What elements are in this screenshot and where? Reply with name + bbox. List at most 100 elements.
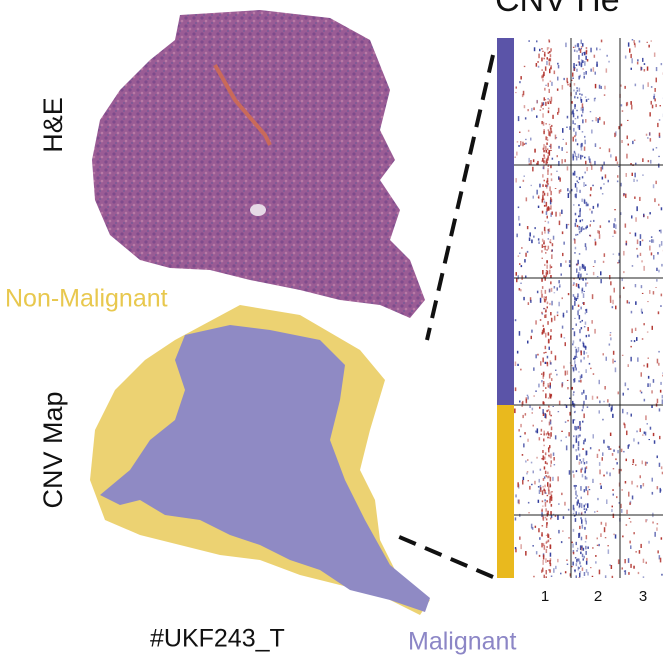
heatmap-cell	[655, 67, 658, 72]
heatmap-cell	[535, 430, 537, 433]
heatmap-cell	[539, 319, 542, 321]
heatmap-cell	[542, 401, 544, 405]
heatmap-cell	[639, 389, 642, 392]
heatmap-cell	[583, 555, 585, 559]
heatmap-cell	[590, 47, 592, 53]
heatmap-cell	[658, 132, 661, 137]
heatmap-cell	[531, 526, 534, 530]
heatmap-cell	[659, 435, 661, 440]
heatmap-cell	[618, 468, 621, 474]
heatmap-cell	[551, 157, 554, 160]
heatmap-cell	[575, 193, 577, 199]
heatmap-cell	[514, 319, 517, 322]
heatmap-cell	[574, 346, 577, 348]
heatmap-cell	[657, 311, 660, 315]
heatmap-cell	[615, 131, 617, 136]
heatmap-cell	[547, 152, 549, 155]
heatmap-cell	[547, 560, 549, 562]
heatmap-cell	[563, 337, 566, 339]
heatmap-cell	[542, 357, 544, 363]
heatmap-cell	[633, 42, 636, 46]
heatmap-cell	[629, 521, 632, 523]
heatmap-cell	[542, 516, 545, 521]
heatmap-cell	[596, 510, 599, 512]
heatmap-cell	[577, 434, 580, 438]
heatmap-cell	[616, 462, 618, 465]
heatmap-cell	[643, 398, 646, 402]
heatmap-cell	[550, 149, 552, 151]
heatmap-cell	[574, 67, 576, 69]
heatmap-cell	[585, 535, 588, 540]
heatmap-cell	[571, 101, 573, 104]
heatmap-cell	[576, 350, 579, 353]
heatmap-cell	[575, 449, 577, 452]
heatmap-cell	[580, 374, 583, 378]
heatmap-cell	[578, 87, 581, 92]
heatmap-cell	[525, 551, 527, 556]
heatmap-cell	[580, 512, 583, 516]
heatmap-cell	[585, 352, 588, 354]
heatmap-cell	[579, 208, 581, 212]
heatmap-cell	[626, 412, 629, 415]
heatmap-cell	[655, 147, 658, 149]
heatmap-cell	[614, 132, 616, 138]
heatmap-cell	[538, 383, 540, 388]
heatmap-cell	[592, 547, 594, 549]
heatmap-cell	[641, 239, 644, 242]
heatmap-cell	[608, 446, 610, 450]
heatmap-cell	[646, 41, 648, 43]
heatmap-cell	[556, 155, 558, 158]
heatmap-cell	[644, 431, 647, 436]
heatmap-cell	[649, 212, 651, 215]
heatmap-cell	[579, 321, 582, 323]
heatmap-cell	[587, 503, 589, 508]
heatmap-cell	[650, 86, 653, 88]
heatmap-cell	[587, 486, 590, 489]
heatmap-cell	[543, 204, 546, 207]
heatmap-cell	[541, 380, 543, 383]
heatmap-cell	[531, 329, 533, 333]
heatmap-cell	[572, 343, 574, 346]
heatmap-cell	[613, 223, 615, 228]
heatmap-cell	[542, 50, 544, 52]
heatmap-cell	[573, 379, 575, 383]
heatmap-cell	[620, 104, 623, 107]
heatmap-cell	[526, 250, 529, 253]
heatmap-cell	[575, 438, 578, 443]
heatmap-cell	[579, 572, 581, 578]
heatmap-cell	[611, 575, 614, 578]
heatmap-cell	[567, 84, 569, 86]
heatmap-cell	[572, 543, 574, 548]
heatmap-cell	[585, 466, 588, 469]
heatmap-cell	[532, 166, 534, 172]
heatmap-cell	[531, 483, 533, 486]
heatmap-cell	[589, 234, 592, 237]
heatmap-cell	[539, 109, 542, 111]
heatmap-cell	[603, 121, 605, 125]
heatmap-cell	[643, 431, 646, 434]
heatmap-cell	[517, 206, 520, 209]
heatmap-cell	[576, 268, 578, 273]
heatmap-cell	[537, 160, 539, 165]
heatmap-cell	[542, 166, 545, 170]
heatmap-cell	[629, 48, 631, 53]
heatmap-cell	[626, 153, 628, 159]
heatmap-cell	[518, 215, 520, 221]
heatmap-cell	[612, 413, 614, 418]
heatmap-cell	[630, 356, 632, 362]
heatmap-cell	[572, 112, 575, 118]
heatmap-cell	[584, 171, 586, 174]
heatmap-cell	[569, 83, 572, 87]
heatmap-cell	[649, 245, 651, 251]
heatmap-cell	[655, 104, 657, 108]
heatmap-cell	[660, 466, 663, 470]
heatmap-cell	[550, 143, 552, 149]
heatmap-cell	[581, 278, 583, 280]
heatmap-cell	[543, 296, 545, 300]
heatmap-cell	[658, 163, 660, 168]
heatmap-cell	[541, 420, 543, 422]
heatmap-cell	[524, 432, 526, 435]
heatmap-cell	[543, 144, 545, 149]
heatmap-cell	[572, 305, 574, 310]
heatmap-cell	[589, 208, 591, 211]
